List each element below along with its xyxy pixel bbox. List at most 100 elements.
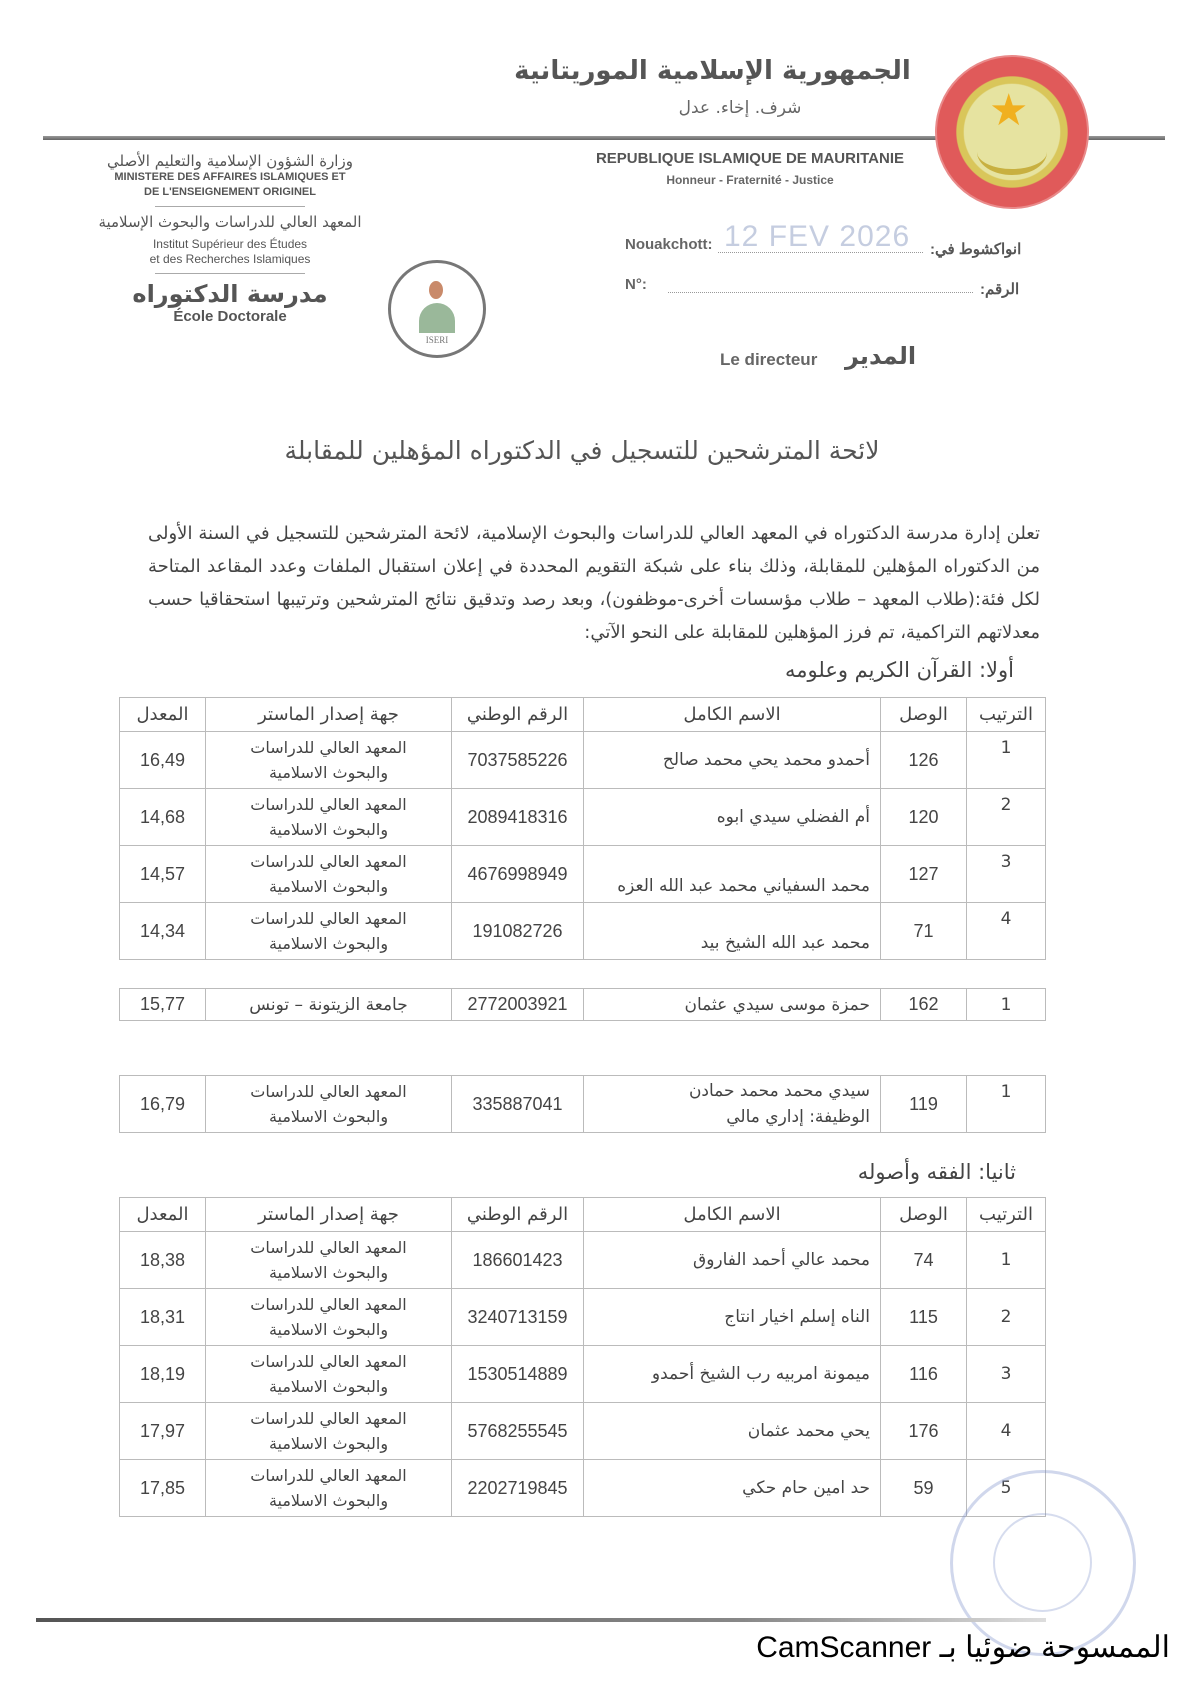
full-name: يحي محمد عثمان	[583, 1402, 881, 1460]
ministry-ar: وزارة الشؤون الإسلامية والتعليم الأصلي	[107, 152, 353, 170]
table-row: 2 115 الناه إسلم اخيار انتاج 3240713159 المع…	[119, 1288, 1046, 1346]
school-ar: مدرسة الدكتوراه	[132, 280, 328, 308]
rank: 3	[966, 845, 1046, 903]
receipt: 176	[880, 1402, 967, 1460]
date-stamp: 12 FEV 2026	[724, 220, 911, 253]
director-label-ar: المدير	[845, 342, 917, 370]
table-row: 3 116 ميمونة امربيه رب الشيخ أحمدو 15305148…	[119, 1345, 1046, 1403]
national-id: 7037585226	[451, 731, 584, 789]
receipt: 115	[880, 1288, 967, 1346]
motto-ar: شرف. إخاء. عدل	[678, 98, 802, 118]
national-id: 2772003921	[451, 988, 584, 1021]
col-nni: الرقم الوطني	[451, 697, 584, 732]
table-row: 1 74 محمد عالي أحمد الفاروق 186601423 المعهد…	[119, 1231, 1046, 1289]
national-id: 3240713159	[451, 1288, 584, 1346]
average: 15,77	[119, 988, 206, 1021]
receipt: 126	[880, 731, 967, 789]
col-rank: الترتيب	[966, 697, 1046, 732]
full-name: محمد عبد الله الشيخ بيد	[583, 902, 881, 960]
col-nni: الرقم الوطني	[451, 1197, 584, 1232]
institution: المعهد العالي للدراسات والبحوث الاسلامية	[205, 1459, 452, 1517]
institute-ar: المعهد العالي للدراسات والبحوث الإسلامية	[98, 213, 362, 231]
receipt: 127	[880, 845, 967, 903]
institution: جامعة الزيتونة – تونس	[205, 988, 452, 1021]
col-institution: جهة إصدار الماستر	[205, 1197, 452, 1232]
ministry-block: وزارة الشؤون الإسلامية والتعليم الأصلي M…	[80, 152, 380, 325]
institution: المعهد العالي للدراسات والبحوث الاسلامية	[205, 1231, 452, 1289]
table-quran-other: 1 162 حمزة موسى سيدي عثمان 2772003921 جا…	[119, 988, 1046, 1021]
place-label-fr: Nouakchott:	[625, 236, 713, 253]
motto-fr: Honneur - Fraternité - Justice	[666, 173, 834, 187]
receipt: 162	[880, 988, 967, 1021]
full-name: محمد عالي أحمد الفاروق	[583, 1231, 881, 1289]
institute-fr-1: Institut Supérieur des Études	[152, 237, 308, 251]
rank: 1	[966, 1075, 1046, 1133]
full-name: أم الفضلي سيدي ابوه	[583, 788, 881, 846]
intro-paragraph: تعلن إدارة مدرسة الدكتوراه في المعهد الع…	[148, 523, 1040, 643]
receipt: 59	[880, 1459, 967, 1517]
table-header: الترتيب الوصل الاسم الكامل الرقم الوطني …	[119, 697, 1046, 732]
table-quran-institute: الترتيب الوصل الاسم الكامل الرقم الوطني …	[119, 697, 1046, 960]
average: 14,68	[119, 788, 206, 846]
table-row: 4 176 يحي محمد عثمان 5768255545 المعهد العال…	[119, 1402, 1046, 1460]
institution: المعهد العالي للدراسات والبحوث الاسلامية	[205, 731, 452, 789]
institution: المعهد العالي للدراسات والبحوث الاسلامية	[205, 1075, 452, 1133]
document-title: لائحة المترشحين للتسجيل في الدكتوراه الم…	[284, 436, 880, 465]
table-header: الترتيب الوصل الاسم الكامل الرقم الوطني …	[119, 1197, 1046, 1232]
header-rule	[43, 136, 1165, 140]
full-name: سيدي محمد محمد حمادن الوظيفة: إداري مالي	[583, 1075, 881, 1133]
receipt: 120	[880, 788, 967, 846]
national-id: 2202719845	[451, 1459, 584, 1517]
camscanner-watermark: الممسوحة ضوئيا بـ CamScanner	[756, 1631, 1170, 1664]
national-id: 191082726	[451, 902, 584, 960]
rank: 4	[966, 902, 1046, 960]
rank: 1	[966, 731, 1046, 789]
receipt: 71	[880, 902, 967, 960]
rank: 3	[966, 1345, 1046, 1403]
average: 16,79	[119, 1075, 206, 1133]
republic-title-fr: REPUBLIQUE ISLAMIQUE DE MAURITANIE	[595, 150, 905, 167]
receipt: 116	[880, 1345, 967, 1403]
col-average: المعدل	[119, 697, 206, 732]
ministry-fr-1: MINISTERE DES AFFAIRES ISLAMIQUES ET	[114, 171, 346, 183]
national-id: 186601423	[451, 1231, 584, 1289]
col-average: المعدل	[119, 1197, 206, 1232]
col-receipt: الوصل	[880, 697, 967, 732]
school-fr: École Doctorale	[173, 308, 287, 325]
average: 16,49	[119, 731, 206, 789]
date-line	[718, 252, 923, 253]
table-row: 1 119 سيدي محمد محمد حمادن الوظيفة: إداري…	[119, 1075, 1046, 1133]
average: 17,97	[119, 1402, 206, 1460]
rank: 2	[966, 1288, 1046, 1346]
footer-rule	[36, 1618, 1046, 1622]
col-name: الاسم الكامل	[583, 697, 881, 732]
table-row: 2 120 أم الفضلي سيدي ابوه 2089418316 المعهد …	[119, 788, 1046, 846]
full-name: أحمدو محمد يحي محمد صالح	[583, 731, 881, 789]
col-name: الاسم الكامل	[583, 1197, 881, 1232]
institution: المعهد العالي للدراسات والبحوث الاسلامية	[205, 845, 452, 903]
full-name: حمزة موسى سيدي عثمان	[583, 988, 881, 1021]
director-label-fr: Le directeur	[720, 350, 818, 369]
average: 14,34	[119, 902, 206, 960]
average: 18,19	[119, 1345, 206, 1403]
job-title: الوظيفة: إداري مالي	[726, 1107, 870, 1127]
national-id: 1530514889	[451, 1345, 584, 1403]
col-receipt: الوصل	[880, 1197, 967, 1232]
col-institution: جهة إصدار الماستر	[205, 697, 452, 732]
official-stamp	[950, 1470, 1136, 1656]
institution: المعهد العالي للدراسات والبحوث الاسلامية	[205, 902, 452, 960]
section-1-heading: أولا: القرآن الكريم وعلومه	[785, 658, 1014, 682]
section-2-heading: ثانيا: الفقه وأصوله	[857, 1160, 1016, 1184]
rank: 4	[966, 1402, 1046, 1460]
table-row: 5 59 حد امين حام حكي 2202719845 المعهد العال…	[119, 1459, 1046, 1517]
average: 14,57	[119, 845, 206, 903]
national-emblem-icon: ★	[935, 55, 1089, 209]
table-row: 1 126 أحمدو محمد يحي محمد صالح 7037585226 ال…	[119, 731, 1046, 789]
full-name: الناه إسلم اخيار انتاج	[583, 1288, 881, 1346]
table-row: 4 71 محمد عبد الله الشيخ بيد 191082726 المعه…	[119, 902, 1046, 960]
rank: 2	[966, 788, 1046, 846]
republic-title-ar: الجمهورية الإسلامية الموريتانية	[514, 56, 911, 86]
table-fiqh: الترتيب الوصل الاسم الكامل الرقم الوطني …	[119, 1197, 1046, 1517]
table-row: 3 127 محمد السفياني محمد عبد الله العزه 467…	[119, 845, 1046, 903]
national-id: 4676998949	[451, 845, 584, 903]
